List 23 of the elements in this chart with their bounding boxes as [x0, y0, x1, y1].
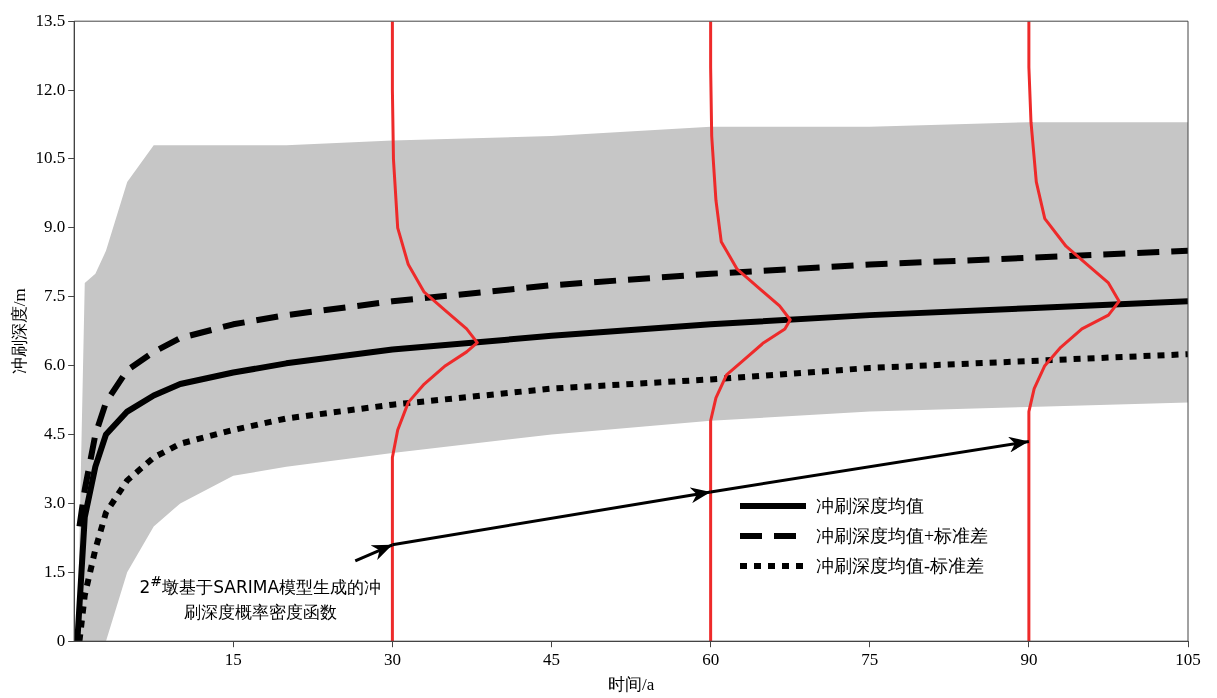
y-tick-label: 12.0 — [35, 79, 66, 99]
y-tick-label: 13.5 — [35, 10, 66, 30]
x-tick-label: 75 — [861, 649, 879, 669]
y-tick-label: 3.0 — [43, 492, 66, 512]
y-tick-label: 7.5 — [43, 286, 66, 306]
x-tick-label: 60 — [702, 649, 720, 669]
y-tick-label: 10.5 — [35, 148, 66, 168]
x-tick-label: 105 — [1175, 649, 1201, 669]
x-axis-title: 时间/a — [607, 675, 655, 695]
legend-label: 冲刷深度均值-标准差 — [816, 555, 984, 579]
x-tick-label: 15 — [224, 649, 242, 669]
y-tick-label: 1.5 — [43, 561, 66, 581]
y-tick-label: 9.0 — [43, 217, 66, 237]
x-tick-label: 90 — [1020, 649, 1038, 669]
annotation: 2$^{#}$墩基于SARIMA模型生成的冲刷深度概率密度函数 — [138, 571, 383, 625]
legend-label: 冲刷深度均值+标准差 — [816, 525, 989, 549]
y-tick-label: 0 — [56, 630, 66, 650]
y-tick-label: 6.0 — [43, 355, 66, 375]
x-tick-label: 45 — [543, 649, 561, 669]
legend-label: 冲刷深度均值 — [816, 495, 924, 519]
x-tick-label: 30 — [383, 649, 401, 669]
y-axis-title: 冲刷深度/m — [9, 288, 29, 375]
y-tick-label: 4.5 — [43, 424, 66, 443]
